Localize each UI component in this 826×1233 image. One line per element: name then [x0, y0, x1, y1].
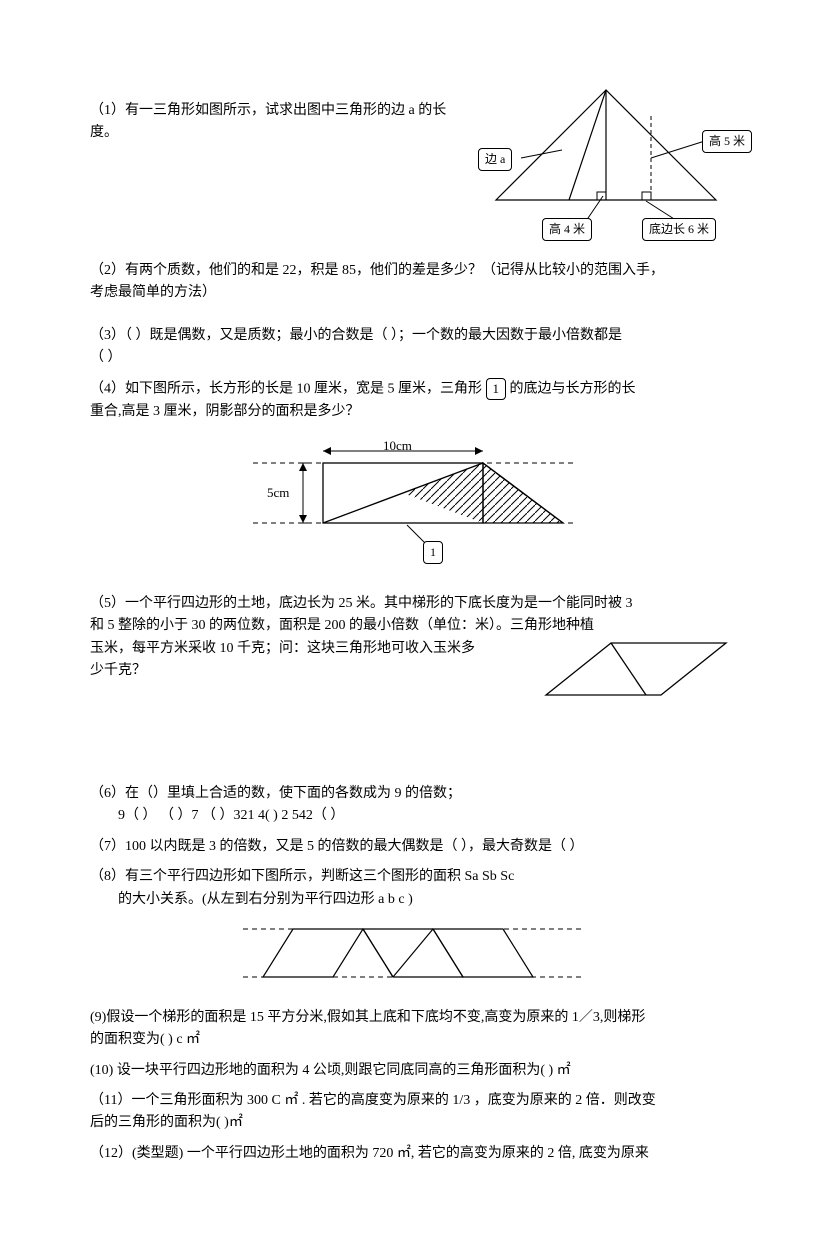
- q3-text-2: （ ）: [90, 347, 736, 369]
- q9-text-2: 的面积变为( ) c ㎡: [90, 1029, 736, 1051]
- q1-text: （1）有一三角形如图所示，试求出图中三角形的边 a 的长度。: [90, 100, 470, 145]
- q4-label-5cm: 5cm: [267, 483, 289, 504]
- question-12: （12）(类型题) 一个平行四边形土地的面积为 720 ㎡, 若它的高变为原来的…: [90, 1143, 736, 1165]
- q2-text-2: 考虑最简单的方法）: [90, 282, 736, 304]
- q4-label-10cm: 10cm: [383, 436, 412, 457]
- q5-text-1: （5）一个平行四边形的土地，底边长为 25 米。其中梯形的下底长度为是一个能同时…: [90, 593, 736, 615]
- q1-figure: 边 a 高 4 米 底边长 6 米 高 5 米: [456, 80, 756, 250]
- q10-text: (10) 设一块平行四边形地的面积为 4 公顷,则跟它同底同高的三角形面积为( …: [90, 1060, 736, 1082]
- question-3: （3）（ ）既是偶数，又是质数；最小的合数是（ ）；一个数的最大因数于最小倍数都…: [90, 325, 736, 370]
- q1-label-h5: 高 5 米: [702, 130, 752, 153]
- q5-figure: [526, 635, 736, 735]
- q8-figure: [233, 915, 593, 995]
- q2-text-1: （2）有两个质数，他们的和是 22，积是 85，他们的差是多少？（记得从比较小的…: [90, 260, 736, 282]
- question-2: （2）有两个质数，他们的和是 22，积是 85，他们的差是多少？（记得从比较小的…: [90, 260, 736, 305]
- q9-text-1: (9)假设一个梯形的面积是 15 平方分米,假如其上底和下底均不变,高变为原来的…: [90, 1007, 736, 1029]
- q6-text-1: （6）在（）里填上合适的数，使下面的各数成为 9 的倍数；: [90, 783, 736, 805]
- q7-text: （7）100 以内既是 3 的倍数，又是 5 的倍数的最大偶数是（ ），最大奇数…: [90, 836, 736, 858]
- question-10: (10) 设一块平行四边形地的面积为 4 公顷,则跟它同底同高的三角形面积为( …: [90, 1060, 736, 1082]
- q11-text-1: （11）一个三角形面积为 300 C ㎡ . 若它的高度变为原来的 1/3 ，底…: [90, 1090, 736, 1112]
- q8-text-1: （8）有三个平行四边形如下图所示，判断这三个图形的面积 Sa Sb Sc: [90, 866, 736, 888]
- question-8: （8）有三个平行四边形如下图所示，判断这三个图形的面积 Sa Sb Sc 的大小…: [90, 866, 736, 995]
- question-7: （7）100 以内既是 3 的倍数，又是 5 的倍数的最大偶数是（ ），最大奇数…: [90, 836, 736, 858]
- q4-text-2: 的底边与长方形的长: [510, 381, 636, 396]
- q1-label-h4: 高 4 米: [542, 218, 592, 241]
- q6-text-2: 9（ ） （ ）7 （ ）321 4( ) 2 542（ ）: [90, 805, 736, 827]
- q5-text-3: 玉米，每平方米采收 10 千克；问：这块三角形地可收入玉米多: [90, 638, 510, 660]
- q1-label-side-a: 边 a: [478, 148, 512, 171]
- q3-text-1: （3）（ ）既是偶数，又是质数；最小的合数是（ ）；一个数的最大因数于最小倍数都…: [90, 325, 736, 347]
- q1-label-base6: 底边长 6 米: [642, 218, 716, 241]
- question-5: （5）一个平行四边形的土地，底边长为 25 米。其中梯形的下底长度为是一个能同时…: [90, 593, 736, 733]
- q12-text: （12）(类型题) 一个平行四边形土地的面积为 720 ㎡, 若它的高变为原来的…: [90, 1143, 736, 1165]
- q11-text-2: 后的三角形的面积为( )㎡: [90, 1112, 736, 1134]
- question-6: （6）在（）里填上合适的数，使下面的各数成为 9 的倍数； 9（ ） （ ）7 …: [90, 783, 736, 828]
- question-4: （4）如下图所示，长方形的长是 10 厘米，宽是 5 厘米，三角形 1 的底边与…: [90, 378, 736, 573]
- question-9: (9)假设一个梯形的面积是 15 平方分米,假如其上底和下底均不变,高变为原来的…: [90, 1007, 736, 1052]
- q4-inline-box-1: 1: [486, 378, 507, 401]
- q4-figure: 10cm 5cm 1: [223, 433, 603, 573]
- q4-text-1: （4）如下图所示，长方形的长是 10 厘米，宽是 5 厘米，三角形: [90, 381, 482, 396]
- q4-callout-1: 1: [423, 541, 443, 564]
- q8-text-2: 的大小关系。(从左到右分别为平行四边形 a b c ): [90, 889, 736, 911]
- question-11: （11）一个三角形面积为 300 C ㎡ . 若它的高度变为原来的 1/3 ，底…: [90, 1090, 736, 1135]
- question-1: （1）有一三角形如图所示，试求出图中三角形的边 a 的长度。 边 a 高 4 米…: [90, 100, 736, 250]
- q4-text-3: 重合,高是 3 厘米，阴影部分的面积是多少？: [90, 401, 736, 423]
